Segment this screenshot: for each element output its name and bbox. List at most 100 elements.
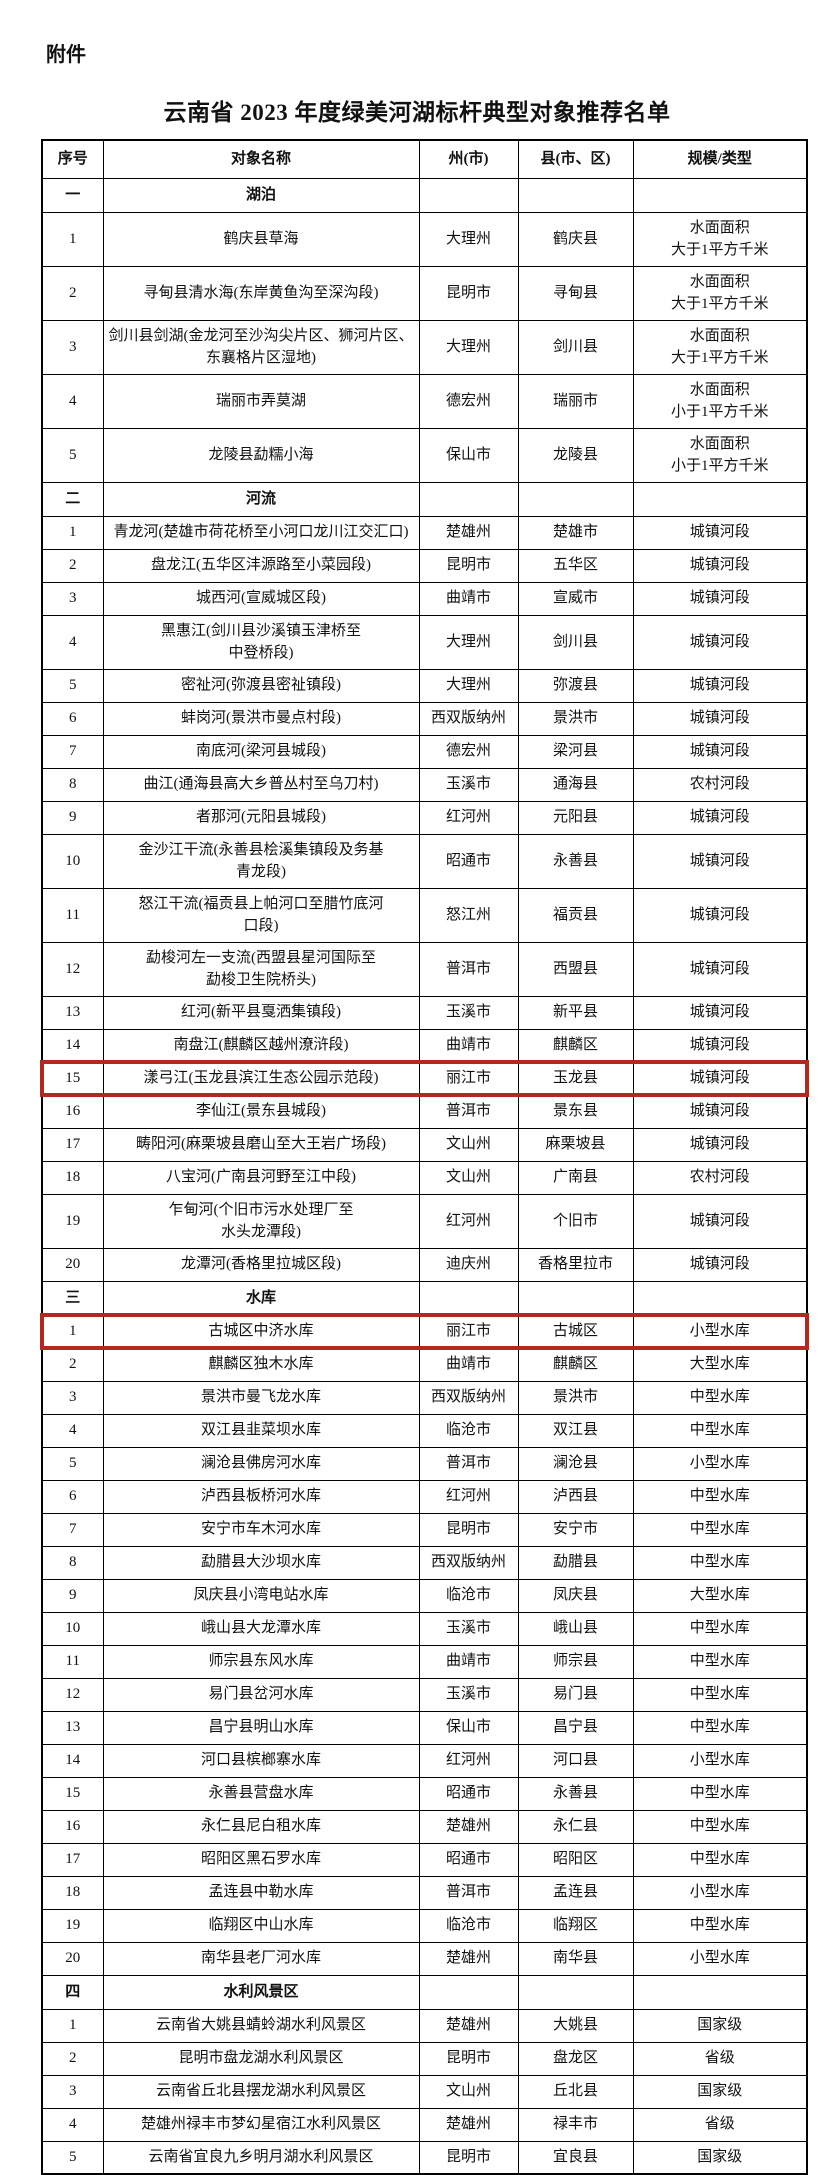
row-object-name: 者那河(元阳县城段) [102, 800, 420, 835]
section-index: 二 [41, 481, 104, 517]
header-serial-number: 序号 [41, 139, 104, 179]
table-row: 4 双江县韭菜坝水库 临沧市 双江县 中型水库 [41, 1413, 808, 1448]
row-serial-number: 6 [41, 1479, 104, 1514]
row-prefecture: 昭通市 [418, 833, 519, 889]
table-row: 4 瑞丽市弄莫湖 德宏州 瑞丽市 水面面积 小于1平方千米 [41, 373, 808, 429]
row-scale-type: 城镇河段 [632, 1028, 808, 1063]
row-serial-number: 4 [41, 373, 104, 429]
row-county: 易门县 [517, 1677, 634, 1712]
row-prefecture: 楚雄州 [418, 515, 519, 550]
header-scale-type: 规模/类型 [632, 139, 808, 179]
row-scale-type: 大型水库 [632, 1347, 808, 1382]
row-scale-type: 小型水库 [632, 1446, 808, 1481]
row-scale-type: 城镇河段 [632, 1193, 808, 1249]
row-county: 古城区 [517, 1314, 634, 1349]
row-county: 五华区 [517, 548, 634, 583]
row-object-name: 李仙江(景东县城段) [102, 1094, 420, 1129]
row-prefecture: 玉溪市 [418, 1611, 519, 1646]
row-scale-type: 城镇河段 [632, 941, 808, 997]
table-row: 17 畴阳河(麻栗坡县磨山至大王岩广场段) 文山州 麻栗坡县 城镇河段 [41, 1127, 808, 1162]
row-county: 玉龙县 [517, 1061, 634, 1096]
row-object-name: 澜沧县佛房河水库 [102, 1446, 420, 1481]
row-serial-number: 19 [41, 1908, 104, 1943]
row-object-name: 永仁县尼白租水库 [102, 1809, 420, 1844]
table-row: 2 寻甸县清水海(东岸黄鱼沟至深沟段) 昆明市 寻甸县 水面面积 大于1平方千米 [41, 265, 808, 321]
row-serial-number: 13 [41, 995, 104, 1030]
row-county: 禄丰市 [517, 2107, 634, 2142]
row-scale-type: 中型水库 [632, 1809, 808, 1844]
row-object-name: 楚雄州禄丰市梦幻星宿江水利风景区 [102, 2107, 420, 2142]
row-scale-type: 城镇河段 [632, 1247, 808, 1282]
table-row: 14 河口县槟榔寨水库 红河州 河口县 小型水库 [41, 1743, 808, 1778]
row-scale-type: 中型水库 [632, 1380, 808, 1415]
row-serial-number: 3 [41, 581, 104, 616]
table-row: 7 南底河(梁河县城段) 德宏州 梁河县 城镇河段 [41, 734, 808, 769]
row-prefecture: 保山市 [418, 1710, 519, 1745]
row-prefecture: 昆明市 [418, 1512, 519, 1547]
header-prefecture: 州(市) [418, 139, 519, 179]
row-scale-type: 中型水库 [632, 1842, 808, 1877]
table-row: 5 龙陵县勐糯小海 保山市 龙陵县 水面面积 小于1平方千米 [41, 427, 808, 483]
table-row: 2 盘龙江(五华区沣源路至小菜园段) 昆明市 五华区 城镇河段 [41, 548, 808, 583]
row-prefecture: 丽江市 [418, 1061, 519, 1096]
row-scale-type: 中型水库 [632, 1710, 808, 1745]
row-object-name: 南华县老厂河水库 [102, 1941, 420, 1976]
row-scale-type: 中型水库 [632, 1677, 808, 1712]
table-row: 13 昌宁县明山水库 保山市 昌宁县 中型水库 [41, 1710, 808, 1745]
row-prefecture: 大理州 [418, 668, 519, 703]
table-row: 5 澜沧县佛房河水库 普洱市 澜沧县 小型水库 [41, 1446, 808, 1481]
row-object-name: 鹤庆县草海 [102, 211, 420, 267]
row-serial-number: 18 [41, 1875, 104, 1910]
row-object-name: 寻甸县清水海(东岸黄鱼沟至深沟段) [102, 265, 420, 321]
row-object-name: 永善县营盘水库 [102, 1776, 420, 1811]
row-object-name: 云南省丘北县摆龙湖水利风景区 [102, 2074, 420, 2109]
row-serial-number: 12 [41, 1677, 104, 1712]
row-serial-number: 15 [41, 1776, 104, 1811]
row-serial-number: 8 [41, 767, 104, 802]
row-serial-number: 12 [41, 941, 104, 997]
row-prefecture: 曲靖市 [418, 1644, 519, 1679]
table-row: 3 剑川县剑湖(金龙河至沙沟尖片区、狮河片区、东襄格片区湿地) 大理州 剑川县 水面面积… [41, 319, 808, 375]
row-serial-number: 5 [41, 1446, 104, 1481]
row-object-name: 河口县槟榔寨水库 [102, 1743, 420, 1778]
row-scale-type: 水面面积 大于1平方千米 [632, 265, 808, 321]
row-prefecture: 普洱市 [418, 1446, 519, 1481]
row-scale-type: 小型水库 [632, 1875, 808, 1910]
row-prefecture: 昭通市 [418, 1842, 519, 1877]
row-prefecture: 楚雄州 [418, 2008, 519, 2043]
row-serial-number: 4 [41, 2107, 104, 2142]
row-serial-number: 3 [41, 319, 104, 375]
row-serial-number: 5 [41, 668, 104, 703]
table-row: 12 易门县岔河水库 玉溪市 易门县 中型水库 [41, 1677, 808, 1712]
row-object-name: 泸西县板桥河水库 [102, 1479, 420, 1514]
section-empty-prefecture [418, 177, 519, 213]
row-scale-type: 省级 [632, 2107, 808, 2142]
row-prefecture: 文山州 [418, 1127, 519, 1162]
row-serial-number: 2 [41, 265, 104, 321]
table-row: 4 黑惠江(剑川县沙溪镇玉津桥至 中登桥段) 大理州 剑川县 城镇河段 [41, 614, 808, 670]
row-serial-number: 17 [41, 1127, 104, 1162]
row-prefecture: 昆明市 [418, 2140, 519, 2175]
table-row: 9 凤庆县小湾电站水库 临沧市 凤庆县 大型水库 [41, 1578, 808, 1613]
row-county: 个旧市 [517, 1193, 634, 1249]
section-empty-prefecture [418, 1974, 519, 2010]
row-serial-number: 5 [41, 427, 104, 483]
table-row: 3 景洪市曼飞龙水库 西双版纳州 景洪市 中型水库 [41, 1380, 808, 1415]
table-row: 16 永仁县尼白租水库 楚雄州 永仁县 中型水库 [41, 1809, 808, 1844]
row-county: 永仁县 [517, 1809, 634, 1844]
table-row-highlighted: 15 漾弓江(玉龙县滨江生态公园示范段) 丽江市 玉龙县 城镇河段 [40, 1060, 809, 1097]
row-scale-type: 农村河段 [632, 1160, 808, 1195]
row-object-name: 密祉河(弥渡县密祉镇段) [102, 668, 420, 703]
row-county: 景洪市 [517, 1380, 634, 1415]
row-county: 永善县 [517, 1776, 634, 1811]
row-county: 双江县 [517, 1413, 634, 1448]
row-prefecture: 保山市 [418, 427, 519, 483]
section-empty-prefecture [418, 1280, 519, 1316]
section-row: 二河流 [41, 481, 808, 517]
row-prefecture: 西双版纳州 [418, 1380, 519, 1415]
table-row: 4 楚雄州禄丰市梦幻星宿江水利风景区 楚雄州 禄丰市 省级 [41, 2107, 808, 2142]
row-serial-number: 8 [41, 1545, 104, 1580]
row-county: 澜沧县 [517, 1446, 634, 1481]
row-serial-number: 10 [41, 1611, 104, 1646]
row-county: 新平县 [517, 995, 634, 1030]
